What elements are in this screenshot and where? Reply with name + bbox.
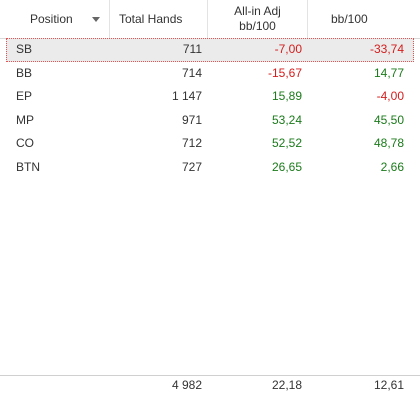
cell-position: CO	[16, 136, 34, 150]
cell-position: BTN	[16, 159, 40, 174]
table-row-ep[interactable]: EP 1 147 15,89 -4,00	[0, 85, 420, 109]
cell-position: BB	[16, 65, 33, 80]
column-header-total-hands[interactable]: Total Hands	[110, 0, 208, 38]
cell-bb100: -4,00	[376, 89, 404, 103]
cell-bb100: 48,78	[373, 136, 404, 150]
totals-row: 4 982 22,18 12,61	[0, 375, 420, 401]
cell-allin-adj: 15,89	[271, 89, 302, 103]
column-header-allin-adj[interactable]: All-in Adj bb/100	[208, 0, 308, 38]
cell-bb100: 45,50	[373, 112, 404, 127]
cell-allin-adj: 52,52	[271, 136, 302, 150]
table-row-btn[interactable]: BTN 727 26,65 2,66	[0, 156, 420, 180]
cell-allin-adj: -15,67	[267, 65, 302, 80]
cell-total-hands: 712	[181, 136, 202, 150]
table-row-co[interactable]: CO 712 52,52 48,78	[0, 132, 420, 156]
cell-bb100: -33,74	[369, 42, 404, 56]
column-header-bb100[interactable]: bb/100	[308, 0, 420, 38]
cell-total-hands: 714	[181, 65, 202, 80]
cell-position: MP	[16, 112, 34, 127]
cell-position: SB	[16, 42, 33, 56]
table-row-mp[interactable]: MP 971 53,24 45,50	[0, 109, 420, 133]
column-header-total-hands-label: Total Hands	[119, 12, 183, 26]
total-hands-sum: 4 982	[171, 378, 202, 392]
column-header-allin-adj-line2: bb/100	[239, 19, 276, 33]
cell-total-hands: 971	[181, 112, 202, 127]
cell-total-hands: 711	[182, 42, 202, 56]
table-body: SB 711 -7,00 -33,74 BB 714 -15,67 14,77 …	[0, 38, 420, 179]
cell-position: EP	[16, 89, 33, 103]
cell-bb100: 2,66	[380, 159, 404, 174]
total-allin-adj: 22,18	[271, 378, 302, 392]
column-header-position-label: Position	[30, 12, 73, 26]
cell-allin-adj: 26,65	[271, 159, 302, 174]
cell-allin-adj: 53,24	[271, 112, 302, 127]
table-row-bb[interactable]: BB 714 -15,67 14,77	[0, 62, 420, 86]
column-header-position[interactable]: Position	[0, 0, 110, 38]
column-header-bb100-label: bb/100	[331, 12, 368, 26]
total-bb100: 12,61	[373, 378, 404, 392]
cell-allin-adj: -7,00	[274, 42, 302, 56]
cell-total-hands: 727	[181, 159, 202, 174]
column-header-allin-adj-line1: All-in Adj	[234, 4, 281, 18]
table-header: Position Total Hands All-in Adj bb/100 b…	[0, 0, 420, 39]
sort-descending-icon[interactable]	[92, 17, 100, 22]
table-row-sb[interactable]: SB 711 -7,00 -33,74	[6, 38, 414, 62]
cell-bb100: 14,77	[373, 65, 404, 80]
cell-total-hands: 1 147	[171, 89, 202, 103]
